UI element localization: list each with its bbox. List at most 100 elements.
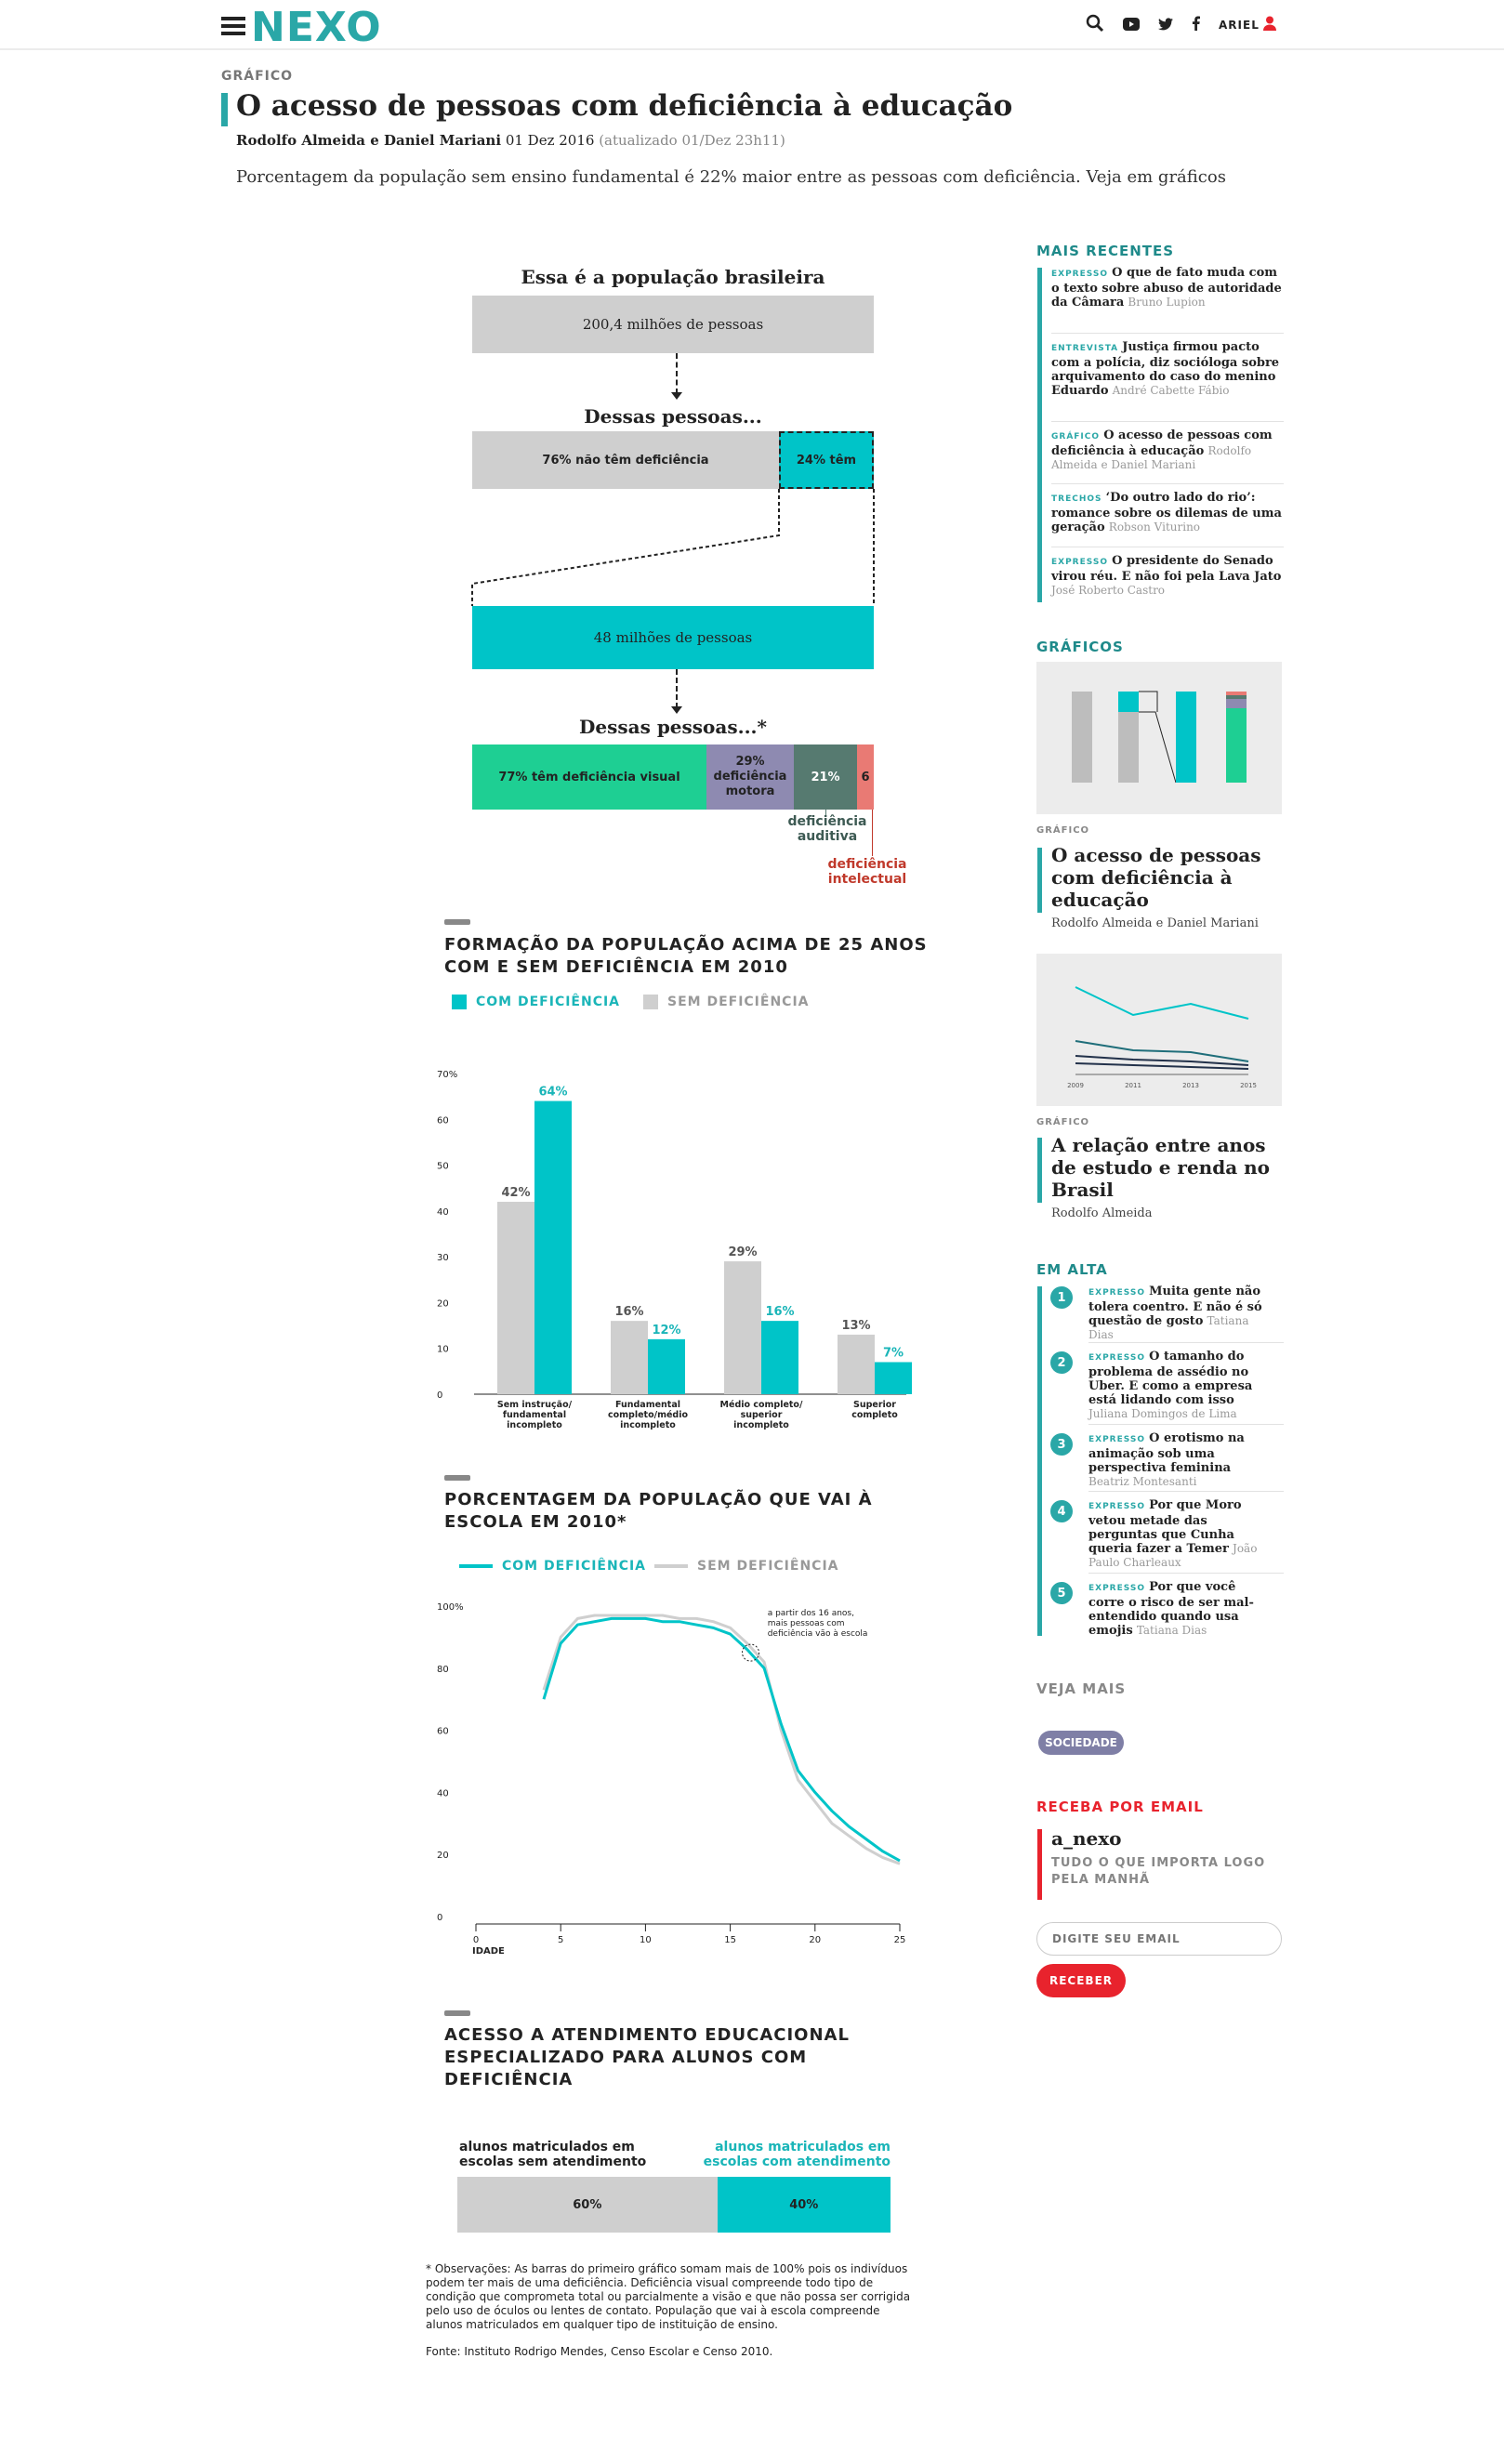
chart2-legend-com-label: COM DEFICIÊNCIA bbox=[502, 1559, 647, 1574]
chart3-left-label-2: escolas sem atendimento bbox=[459, 2154, 647, 2169]
category-label: fundamental bbox=[503, 1410, 566, 1420]
menu-icon[interactable] bbox=[221, 17, 245, 35]
annotation-text: deficiência vão à escola bbox=[768, 1628, 868, 1639]
grafico-title[interactable]: A relação entre anos de estudo e renda n… bbox=[1051, 1134, 1270, 1201]
chart3-marker bbox=[444, 2010, 470, 2016]
category-label: superior bbox=[741, 1410, 783, 1420]
recent-tag: GRÁFICO bbox=[1051, 432, 1101, 441]
legend-swatch-teal bbox=[452, 995, 467, 1009]
chart2-legend-sem-label: SEM DEFICIÊNCIA bbox=[697, 1559, 839, 1574]
chart2-title-line-2: ESCOLA EM 2010* bbox=[444, 1512, 627, 1532]
flow-motora-label-1: deficiência bbox=[713, 770, 787, 784]
flow-heading-3: Dessas pessoas...* bbox=[579, 716, 767, 738]
chart2-legend-sem: SEM DEFICIÊNCIA bbox=[654, 1559, 839, 1574]
grafico-title[interactable]: O acesso de pessoas com deficiência à ed… bbox=[1051, 844, 1261, 911]
bar-value-label: 16% bbox=[614, 1305, 643, 1319]
chart1-title-line-1: FORMAÇÃO DA POPULAÇÃO ACIMA DE 25 ANOS bbox=[444, 935, 928, 955]
bar-com bbox=[875, 1362, 912, 1394]
flow-heading-2: Dessas pessoas... bbox=[584, 405, 762, 428]
chart1-legend-sem-label: SEM DEFICIÊNCIA bbox=[667, 995, 810, 1009]
youtube-icon[interactable] bbox=[1123, 16, 1140, 35]
category-label: completo/médio bbox=[608, 1410, 688, 1420]
bar-value-label: 13% bbox=[841, 1319, 870, 1333]
bar-sem bbox=[497, 1202, 534, 1394]
trending-author: Tatiana Dias bbox=[1088, 1314, 1249, 1341]
flow-arrow-1 bbox=[671, 392, 682, 400]
recent-item[interactable]: TRECHOS ‘Do outro lado do rio’: romance … bbox=[1051, 491, 1284, 534]
recent-item[interactable]: EXPRESSO O que de fato muda com o texto … bbox=[1051, 266, 1284, 310]
flow-connector-1 bbox=[676, 353, 678, 394]
category-label: incompleto bbox=[733, 1420, 789, 1430]
rank-badge: 1 bbox=[1050, 1286, 1073, 1309]
chart2-title: PORCENTAGEM DA POPULAÇÃO QUE VAI À ESCOL… bbox=[444, 1489, 873, 1534]
category-label: Fundamental bbox=[615, 1400, 680, 1410]
subscribe-button[interactable]: RECEBER bbox=[1036, 1964, 1126, 1997]
y-tick-label: 20 bbox=[437, 1298, 449, 1309]
grafico-thumbnail-2[interactable]: 2009 2011 2013 2015 bbox=[1036, 954, 1282, 1106]
flow-auditiva-box: 21% bbox=[794, 744, 857, 810]
recent-item[interactable]: GRÁFICO O acesso de pessoas com deficiên… bbox=[1051, 428, 1284, 472]
recent-tag: TRECHOS bbox=[1051, 494, 1102, 504]
trending-separator bbox=[1088, 1491, 1284, 1492]
chart3-title-line-2: ESPECIALIZADO PARA ALUNOS COM bbox=[444, 2048, 808, 2067]
trending-item[interactable]: EXPRESSO O erotismo na animação sob uma … bbox=[1088, 1431, 1274, 1489]
trending-item[interactable]: EXPRESSO Por que Moro vetou metade das p… bbox=[1088, 1498, 1274, 1570]
grafico-author: Rodolfo Almeida bbox=[1051, 1206, 1153, 1220]
chart2-line-chart: 0 20 40 60 80 100% 0 5 10 15 20 25 IDADE a partir dos… bbox=[437, 1602, 905, 1957]
authors[interactable]: Rodolfo Almeida e Daniel Mariani bbox=[236, 132, 502, 149]
y-tick-label: 30 bbox=[437, 1253, 449, 1263]
veja-mais-heading: VEJA MAIS bbox=[1036, 1680, 1127, 1697]
email-input[interactable] bbox=[1036, 1922, 1282, 1956]
bar-com bbox=[761, 1321, 798, 1394]
trending-author: Tatiana Dias bbox=[1136, 1624, 1207, 1637]
logo[interactable]: NEXO bbox=[251, 4, 382, 51]
legend-swatch-gray bbox=[643, 995, 658, 1009]
trending-tag: EXPRESSO bbox=[1088, 1502, 1145, 1511]
bar-sem bbox=[611, 1321, 648, 1394]
series-line-sem bbox=[542, 1614, 901, 1865]
search-icon[interactable] bbox=[1086, 14, 1104, 37]
thumb2-year-2: 2013 bbox=[1182, 1082, 1199, 1089]
y-tick-label: 10 bbox=[437, 1345, 449, 1355]
top-bar: NEXO ARIEL bbox=[0, 0, 1504, 51]
legend-line-teal bbox=[459, 1564, 493, 1568]
user-name[interactable]: ARIEL bbox=[1219, 19, 1260, 32]
category-label: incompleto bbox=[507, 1420, 562, 1430]
recent-item[interactable]: ENTREVISTA Justiça firmou pacto com a po… bbox=[1051, 340, 1284, 398]
flow-intelectual-tick bbox=[872, 810, 873, 856]
category-label: Sem instrução/ bbox=[497, 1400, 573, 1410]
bar-value-label: 42% bbox=[501, 1186, 530, 1200]
recent-accent-bar bbox=[1037, 268, 1042, 602]
grafico-author: Rodolfo Almeida e Daniel Mariani bbox=[1051, 916, 1259, 930]
trending-title: Muita gente não tolera coentro. E não é … bbox=[1088, 1285, 1262, 1328]
trending-title: Por que Moro vetou metade das perguntas … bbox=[1088, 1498, 1242, 1556]
byline: Rodolfo Almeida e Daniel Mariani 01 Dez … bbox=[236, 132, 785, 149]
facebook-icon[interactable] bbox=[1192, 16, 1200, 35]
title-accent bbox=[221, 93, 228, 126]
y-tick-label: 40 bbox=[437, 1207, 449, 1218]
bar-value-label: 64% bbox=[538, 1086, 567, 1100]
flow-auditiva-label: deficiência auditiva bbox=[762, 814, 892, 844]
source: Fonte: Instituto Rodrigo Mendes, Censo E… bbox=[426, 2345, 773, 2358]
y-tick-label: 70% bbox=[437, 1070, 457, 1080]
email-heading: RECEBA POR EMAIL bbox=[1036, 1799, 1204, 1815]
rank-badge: 4 bbox=[1050, 1500, 1073, 1522]
recent-separator bbox=[1051, 333, 1284, 334]
trending-item[interactable]: EXPRESSO Muita gente não tolera coentro.… bbox=[1088, 1285, 1274, 1342]
trending-item[interactable]: EXPRESSO Por que você corre o risco de s… bbox=[1088, 1580, 1274, 1638]
recent-title: Justiça firmou pacto com a polícia, diz … bbox=[1051, 340, 1280, 398]
recent-item[interactable]: EXPRESSO O presidente do Senado virou ré… bbox=[1051, 554, 1284, 598]
flow-auditiva-label-1: deficiência bbox=[787, 814, 867, 829]
newsletter-name: a_nexo bbox=[1051, 1827, 1122, 1850]
y-tick-label: 0 bbox=[437, 1913, 442, 1923]
newsletter-description-1: TUDO O QUE IMPORTA LOGO bbox=[1051, 1856, 1266, 1870]
tag-sociedade[interactable]: SOCIEDADE bbox=[1038, 1731, 1124, 1755]
y-tick-label: 60 bbox=[437, 1115, 449, 1126]
trending-item[interactable]: EXPRESSO O tamanho do problema de assédi… bbox=[1088, 1350, 1274, 1421]
thumb2-year-0: 2009 bbox=[1067, 1082, 1084, 1089]
twitter-icon[interactable] bbox=[1158, 16, 1173, 35]
user-icon[interactable] bbox=[1262, 16, 1276, 35]
grafico-thumbnail-1[interactable] bbox=[1036, 662, 1282, 814]
recent-author: Rodolfo Almeida e Daniel Mariani bbox=[1051, 444, 1252, 471]
grafico-tag: GRÁFICO bbox=[1036, 825, 1090, 836]
